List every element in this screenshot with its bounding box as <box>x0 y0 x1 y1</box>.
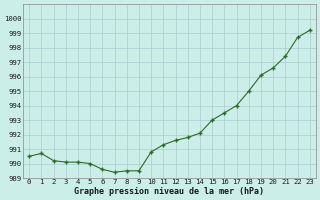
X-axis label: Graphe pression niveau de la mer (hPa): Graphe pression niveau de la mer (hPa) <box>75 187 264 196</box>
